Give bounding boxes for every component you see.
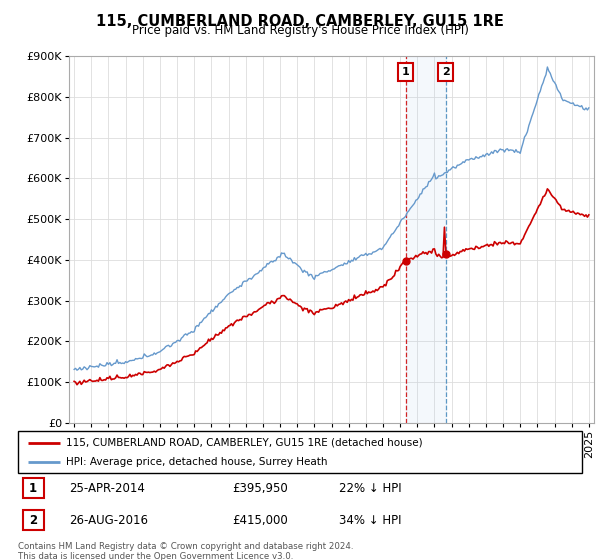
FancyBboxPatch shape <box>23 478 44 498</box>
Text: 115, CUMBERLAND ROAD, CAMBERLEY, GU15 1RE (detached house): 115, CUMBERLAND ROAD, CAMBERLEY, GU15 1R… <box>66 437 422 447</box>
Text: Contains HM Land Registry data © Crown copyright and database right 2024.
This d: Contains HM Land Registry data © Crown c… <box>18 542 353 560</box>
Text: 2: 2 <box>29 514 37 527</box>
Text: 25-APR-2014: 25-APR-2014 <box>69 482 145 495</box>
FancyBboxPatch shape <box>18 431 582 473</box>
Text: £415,000: £415,000 <box>232 514 288 527</box>
Text: 1: 1 <box>29 482 37 495</box>
Text: Price paid vs. HM Land Registry's House Price Index (HPI): Price paid vs. HM Land Registry's House … <box>131 24 469 37</box>
Text: 1: 1 <box>402 67 409 77</box>
Text: 115, CUMBERLAND ROAD, CAMBERLEY, GU15 1RE: 115, CUMBERLAND ROAD, CAMBERLEY, GU15 1R… <box>96 14 504 29</box>
FancyBboxPatch shape <box>23 511 44 530</box>
Bar <box>406 56 446 423</box>
Text: 26-AUG-2016: 26-AUG-2016 <box>69 514 148 527</box>
Text: 34% ↓ HPI: 34% ↓ HPI <box>340 514 402 527</box>
Text: 22% ↓ HPI: 22% ↓ HPI <box>340 482 402 495</box>
Text: 2: 2 <box>442 67 449 77</box>
Text: £395,950: £395,950 <box>232 482 288 495</box>
Text: HPI: Average price, detached house, Surrey Heath: HPI: Average price, detached house, Surr… <box>66 457 328 467</box>
